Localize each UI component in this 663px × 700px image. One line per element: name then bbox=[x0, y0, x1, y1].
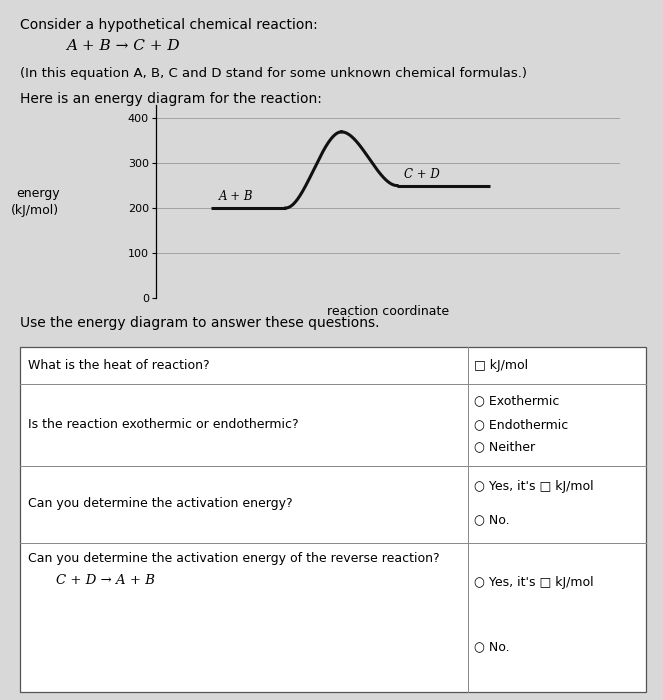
Text: energy: energy bbox=[17, 187, 60, 199]
Bar bbox=[20, 346, 646, 692]
Text: (In this equation A, B, C and D stand for some unknown chemical formulas.): (In this equation A, B, C and D stand fo… bbox=[20, 66, 527, 80]
Text: ○ Yes, it's □ kJ/mol: ○ Yes, it's □ kJ/mol bbox=[475, 480, 594, 493]
Text: ○ Endothermic: ○ Endothermic bbox=[475, 418, 569, 431]
Text: What is the heat of reaction?: What is the heat of reaction? bbox=[28, 358, 210, 372]
Text: ○ Exothermic: ○ Exothermic bbox=[475, 395, 560, 407]
Text: Can you determine the activation energy of the reverse reaction?: Can you determine the activation energy … bbox=[28, 552, 440, 566]
Text: Is the reaction exothermic or endothermic?: Is the reaction exothermic or endothermi… bbox=[28, 418, 298, 431]
Text: C + D: C + D bbox=[404, 168, 440, 181]
Text: ○ Neither: ○ Neither bbox=[475, 440, 536, 454]
Text: A + B → C + D: A + B → C + D bbox=[66, 38, 180, 52]
Text: □ kJ/mol: □ kJ/mol bbox=[475, 358, 528, 372]
Text: Consider a hypothetical chemical reaction:: Consider a hypothetical chemical reactio… bbox=[20, 18, 318, 32]
Text: Use the energy diagram to answer these questions.: Use the energy diagram to answer these q… bbox=[20, 316, 379, 330]
Text: ○ No.: ○ No. bbox=[475, 640, 510, 653]
Text: ○ Yes, it's □ kJ/mol: ○ Yes, it's □ kJ/mol bbox=[475, 576, 594, 589]
Text: ○ No.: ○ No. bbox=[475, 513, 510, 526]
Text: Here is an energy diagram for the reaction:: Here is an energy diagram for the reacti… bbox=[20, 92, 322, 106]
Text: reaction coordinate: reaction coordinate bbox=[327, 304, 449, 318]
Text: (kJ/mol): (kJ/mol) bbox=[11, 204, 60, 216]
Text: A + B: A + B bbox=[219, 190, 253, 204]
Text: Can you determine the activation energy?: Can you determine the activation energy? bbox=[28, 498, 292, 510]
Text: C + D → A + B: C + D → A + B bbox=[56, 574, 155, 587]
